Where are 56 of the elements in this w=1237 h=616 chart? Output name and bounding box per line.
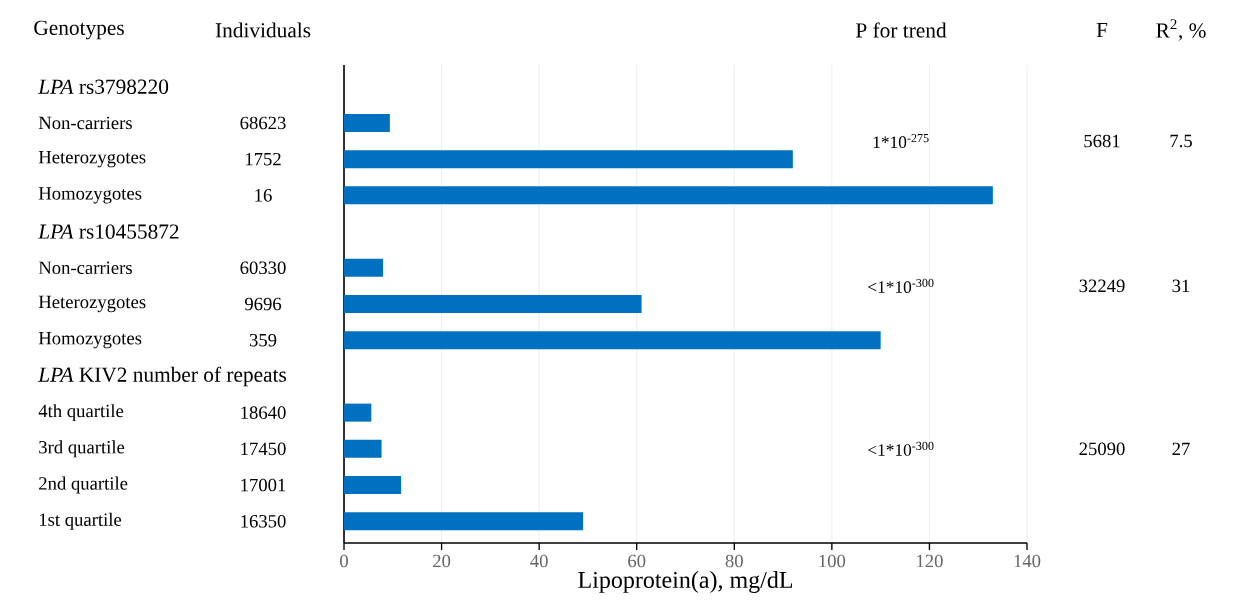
text: Individuals	[215, 22, 311, 38]
x-tick-label: 0	[340, 554, 348, 568]
text: 32249	[1079, 279, 1125, 293]
text: 68623	[240, 116, 286, 130]
x-tick-label: 120	[917, 554, 943, 568]
text: Genotypes	[34, 20, 124, 40]
bar	[344, 476, 402, 495]
y-tick-label: 2nd quartile	[39, 476, 128, 494]
y-tick-label: Homozygotes	[38, 187, 142, 204]
bar	[344, 113, 390, 132]
text: 5681	[1084, 134, 1120, 148]
bar	[344, 403, 372, 422]
y-tick-label: Heterozygotes	[38, 295, 146, 313]
y-tick-label: Heterozygotes	[38, 151, 146, 168]
x-tick-label: 20	[433, 554, 451, 568]
text: P for trend	[856, 22, 947, 38]
text: 25090	[1079, 442, 1125, 456]
text: 27	[1172, 442, 1190, 456]
text: 60330	[240, 261, 286, 275]
text: F	[1096, 23, 1108, 37]
bar	[344, 186, 993, 205]
text: 17450	[241, 442, 286, 456]
annotation: <1*10$^{-300}$	[868, 441, 934, 456]
text: 1752	[245, 152, 281, 166]
annotation: <1*10$^{-300}$	[868, 278, 934, 293]
x-tick-label: 40	[530, 554, 548, 568]
bar	[344, 439, 382, 458]
x-tick-label: 140	[1014, 554, 1041, 568]
y-tick-label: 1st quartile	[39, 512, 122, 530]
y-tick-label: LPA KIV2 number of repeats	[38, 366, 287, 387]
y-tick-label: LPA rs3798220	[38, 79, 169, 94]
bar	[344, 331, 881, 350]
bar	[344, 512, 584, 531]
x-tick-label: 60	[628, 554, 646, 568]
y-tick-label: 3rd quartile	[39, 440, 125, 458]
bar	[344, 150, 793, 169]
text: 31	[1172, 279, 1190, 293]
y-tick-label: Homozygotes	[38, 332, 142, 349]
bar	[344, 258, 384, 277]
text: 359	[249, 333, 277, 347]
text: 9696	[244, 297, 282, 311]
text: R$^{2}$, %	[1156, 19, 1206, 41]
y-tick-label: 4th quartile	[38, 404, 124, 422]
y-tick-label: Non-carriers	[38, 261, 132, 275]
x-axis-title: Lipoprotein(a), mg/dL	[578, 571, 793, 593]
text: 7.5	[1170, 134, 1192, 148]
x-tick-label: 100	[819, 554, 846, 568]
x-tick-label: 80	[725, 554, 743, 568]
y-tick-label: LPA rs10455872	[38, 224, 179, 239]
y-tick-label: Non-carriers	[38, 116, 132, 130]
annotation: 1*10$^{-275}$	[873, 134, 929, 149]
text: 16350	[241, 514, 286, 528]
text: 16	[255, 189, 272, 202]
bar	[344, 294, 642, 313]
text: 17001	[241, 478, 286, 492]
text: 18640	[241, 406, 286, 419]
